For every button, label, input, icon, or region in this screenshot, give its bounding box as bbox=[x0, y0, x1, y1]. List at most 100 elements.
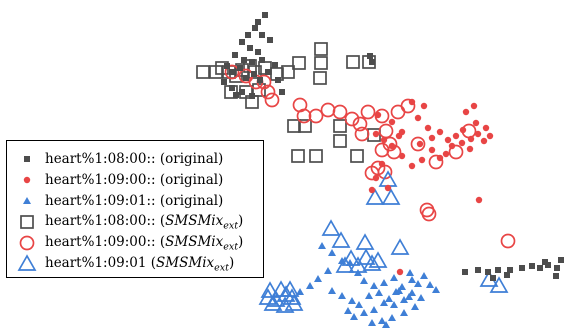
point-triangle-open-0 bbox=[378, 170, 398, 187]
point-triangle-open-18 bbox=[263, 294, 283, 311]
point-square-filled-11 bbox=[237, 65, 243, 71]
point-triangle-open-2 bbox=[381, 188, 401, 205]
point-square-filled-44 bbox=[490, 275, 496, 281]
point-circle-filled-36 bbox=[368, 186, 376, 194]
point-triangle-filled-18 bbox=[390, 301, 398, 308]
point-triangle-filled-2 bbox=[338, 257, 346, 264]
point-circle-open-8 bbox=[308, 108, 324, 124]
legend-label-4: heart%1:09:00:: (SMSMixext) bbox=[45, 233, 244, 253]
legend-marker-triangle-filled-shape bbox=[23, 197, 31, 204]
point-circle-filled-12 bbox=[482, 124, 490, 132]
point-circle-open-25 bbox=[428, 154, 444, 170]
point-circle-filled-34 bbox=[378, 160, 386, 168]
point-circle-filled-11 bbox=[474, 130, 482, 138]
point-circle-filled-20 bbox=[436, 154, 444, 162]
point-triangle-open-24 bbox=[280, 280, 300, 297]
point-square-open-17 bbox=[287, 119, 301, 133]
point-triangle-filled-24 bbox=[355, 301, 363, 308]
point-triangle-filled-38 bbox=[296, 288, 304, 295]
legend-marker-square-open-shape bbox=[20, 215, 34, 229]
point-square-filled-35 bbox=[519, 265, 525, 271]
point-square-filled-22 bbox=[249, 93, 255, 99]
legend-entry-2: heart%1:09:01:: (original) bbox=[7, 191, 223, 211]
point-circle-open-34 bbox=[500, 233, 516, 249]
point-triangle-filled-31 bbox=[400, 309, 408, 316]
point-circle-filled-22 bbox=[408, 162, 416, 170]
point-triangle-filled-8 bbox=[380, 279, 388, 286]
point-square-filled-31 bbox=[475, 267, 481, 273]
point-circle-filled-27 bbox=[480, 137, 488, 145]
point-triangle-filled-16 bbox=[432, 286, 440, 293]
point-square-open-25 bbox=[333, 134, 347, 148]
point-circle-filled-0 bbox=[374, 111, 382, 119]
point-square-open-19 bbox=[313, 71, 327, 85]
point-square-filled-0 bbox=[262, 12, 268, 18]
point-circle-open-0 bbox=[224, 64, 240, 80]
point-triangle-open-9 bbox=[368, 251, 388, 268]
point-circle-filled-3 bbox=[414, 114, 422, 122]
legend-label-2: heart%1:09:01:: (original) bbox=[45, 193, 224, 209]
point-circle-open-17 bbox=[354, 126, 370, 142]
point-triangle-filled-26 bbox=[375, 289, 383, 296]
point-circle-open-22 bbox=[364, 165, 380, 181]
legend-entry-1: heart%1:09:00:: (original) bbox=[7, 170, 223, 190]
point-triangle-filled-1 bbox=[328, 249, 336, 256]
point-circle-filled-23 bbox=[448, 142, 456, 150]
point-triangle-filled-21 bbox=[360, 309, 368, 316]
point-square-filled-26 bbox=[279, 89, 285, 95]
point-circle-open-24 bbox=[410, 136, 426, 152]
point-square-filled-39 bbox=[554, 265, 560, 271]
point-circle-filled-25 bbox=[458, 139, 466, 147]
legend-marker-triangle-open bbox=[17, 254, 37, 271]
point-circle-filled-19 bbox=[428, 146, 436, 154]
legend-label-3: heart%1:08:00:: (SMSMixext) bbox=[45, 212, 244, 232]
point-triangle-filled-29 bbox=[405, 293, 413, 300]
point-square-filled-34 bbox=[507, 267, 513, 273]
point-square-open-23 bbox=[350, 149, 364, 163]
point-square-open-18 bbox=[298, 119, 312, 133]
point-triangle-filled-9 bbox=[390, 274, 398, 281]
point-triangle-open-3 bbox=[321, 219, 341, 236]
point-circle-open-16 bbox=[400, 98, 416, 114]
point-square-open-16 bbox=[252, 83, 266, 97]
point-triangle-open-11 bbox=[355, 233, 375, 250]
point-triangle-filled-13 bbox=[406, 269, 414, 276]
point-circle-filled-26 bbox=[466, 145, 474, 153]
legend-marker-circle-open bbox=[19, 235, 35, 251]
legend-marker-circle-open-shape bbox=[19, 235, 35, 251]
point-triangle-open-12 bbox=[390, 238, 410, 255]
point-triangle-filled-12 bbox=[414, 280, 422, 287]
point-square-filled-42 bbox=[558, 257, 564, 263]
point-square-filled-17 bbox=[257, 77, 263, 83]
point-square-open-10 bbox=[314, 56, 328, 70]
point-triangle-filled-42 bbox=[408, 276, 416, 283]
point-triangle-open-23 bbox=[260, 281, 280, 298]
point-square-open-7 bbox=[281, 65, 295, 79]
point-square-filled-40 bbox=[553, 273, 559, 279]
point-square-filled-41 bbox=[542, 259, 548, 265]
point-triangle-filled-7 bbox=[370, 282, 378, 289]
point-square-filled-21 bbox=[233, 92, 239, 98]
point-square-filled-24 bbox=[272, 62, 278, 68]
point-triangle-filled-43 bbox=[392, 288, 400, 295]
point-square-filled-3 bbox=[245, 32, 251, 38]
point-circle-filled-9 bbox=[459, 126, 467, 134]
legend-marker-circle-filled bbox=[23, 176, 31, 184]
point-triangle-filled-27 bbox=[385, 295, 393, 302]
point-circle-open-7 bbox=[296, 108, 312, 124]
point-circle-filled-13 bbox=[472, 119, 480, 127]
point-circle-filled-30 bbox=[380, 136, 388, 144]
point-circle-filled-10 bbox=[467, 135, 475, 143]
point-square-open-27 bbox=[229, 69, 243, 83]
legend-label-1: heart%1:09:00:: (original) bbox=[45, 172, 224, 188]
legend-label-5: heart%1:09:01 (SMSMixext) bbox=[45, 254, 235, 274]
point-circle-filled-7 bbox=[444, 136, 452, 144]
point-square-filled-2 bbox=[252, 25, 258, 31]
legend-label-0: heart%1:08:00:: (original) bbox=[45, 151, 224, 167]
point-triangle-filled-23 bbox=[344, 307, 352, 314]
legend-marker-square-open bbox=[20, 215, 34, 229]
point-triangle-filled-0 bbox=[318, 242, 326, 249]
point-square-open-20 bbox=[333, 119, 347, 133]
legend-marker-triangle-open-shape bbox=[17, 254, 37, 271]
point-circle-filled-6 bbox=[436, 128, 444, 136]
